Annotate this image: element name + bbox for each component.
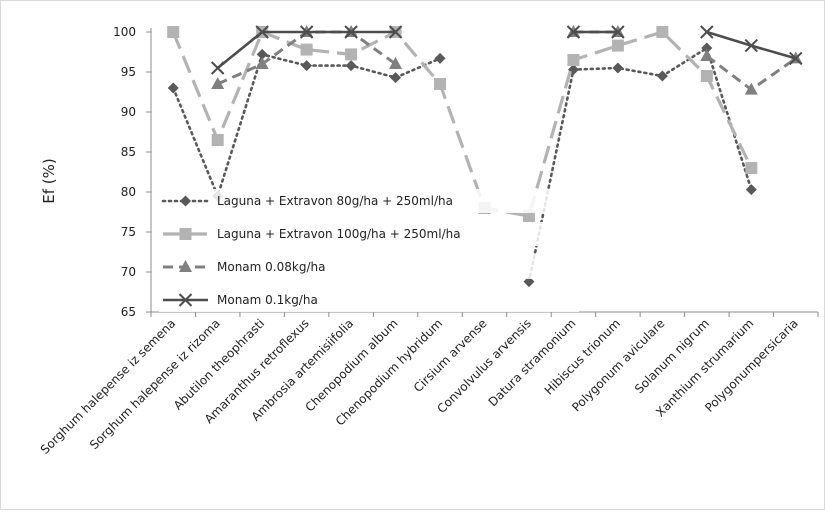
- data-point-x: [566, 25, 581, 39]
- data-point-square: [167, 26, 180, 38]
- data-point-diamond: [612, 62, 624, 74]
- y-tick-label: 95: [121, 65, 136, 79]
- y-tick-label: 85: [121, 145, 136, 159]
- data-point-square: [567, 54, 580, 66]
- data-point-square: [611, 39, 624, 52]
- data-point-triangle: [179, 260, 192, 272]
- data-point-diamond: [180, 195, 191, 207]
- data-point-diamond: [167, 82, 179, 94]
- data-point-square: [211, 134, 224, 146]
- series-2: [211, 25, 803, 95]
- data-point-x: [344, 25, 358, 39]
- legend-item-0: Laguna + Extravon 80g/ha + 250ml/ha: [159, 189, 579, 213]
- data-point-x: [388, 25, 403, 39]
- legend-label: Monam 0.1kg/ha: [217, 293, 318, 307]
- data-point-diamond: [301, 60, 313, 72]
- data-point-x: [744, 38, 759, 53]
- data-point-diamond: [256, 48, 268, 60]
- x-tick-label: Solanum nigrum: [632, 316, 712, 396]
- y-tick-label: 65: [121, 305, 136, 319]
- y-tick-label: 75: [121, 225, 136, 239]
- data-point-x: [178, 293, 193, 307]
- data-point-x: [700, 25, 714, 39]
- series-0: [167, 42, 757, 288]
- series-line: [527, 46, 753, 283]
- y-tick-label: 90: [121, 105, 136, 119]
- data-point-x: [611, 25, 625, 39]
- data-point-square: [656, 26, 669, 38]
- legend-item-3: Monam 0.1kg/ha: [159, 288, 579, 312]
- legend: Laguna + Extravon 80g/ha + 250ml/ha Lagun…: [159, 189, 579, 312]
- data-point-triangle: [700, 49, 714, 61]
- legend-label: Laguna + Extravon 80g/ha + 250ml/ha: [217, 194, 453, 208]
- data-point-diamond: [656, 70, 668, 82]
- series-line: [171, 53, 442, 198]
- data-point-triangle: [255, 57, 269, 69]
- data-point-square: [179, 228, 192, 240]
- data-point-diamond: [345, 60, 357, 72]
- x-tick-label: Datura stramonium: [486, 316, 579, 409]
- data-point-diamond: [390, 72, 402, 84]
- series-layer: [167, 25, 803, 288]
- data-point-x: [210, 61, 225, 75]
- series-3: [210, 25, 803, 75]
- data-point-diamond: [701, 42, 713, 54]
- legend-label: Monam 0.08kg/ha: [217, 260, 325, 274]
- data-point-x: [789, 51, 803, 66]
- data-point-x: [255, 25, 269, 39]
- legend-label: Laguna + Extravon 100g/ha + 250ml/ha: [217, 227, 461, 241]
- data-point-triangle: [211, 77, 225, 89]
- legend-item-1: Laguna + Extravon 100g/ha + 250ml/ha: [159, 222, 579, 246]
- x-tick-label: Hibiscus trionum: [542, 316, 623, 397]
- data-point-square: [345, 48, 358, 61]
- data-point-square: [434, 78, 447, 90]
- legend-item-2: Monam 0.08kg/ha: [159, 255, 579, 279]
- x-tick-label: Polygonumpersicaria: [702, 316, 801, 415]
- data-point-triangle: [389, 57, 403, 69]
- y-axis-label: Ef (%): [40, 158, 58, 203]
- y-tick-label: 70: [121, 265, 136, 279]
- data-point-triangle: [744, 82, 758, 95]
- y-tick-label: 100: [113, 25, 136, 39]
- data-point-x: [299, 25, 314, 39]
- data-point-square: [745, 162, 758, 174]
- y-tick-label: 80: [121, 185, 136, 199]
- data-point-square: [700, 70, 713, 82]
- data-point-diamond: [434, 52, 446, 64]
- data-point-diamond: [745, 184, 757, 196]
- series-line: [171, 30, 753, 218]
- data-point-square: [300, 43, 313, 56]
